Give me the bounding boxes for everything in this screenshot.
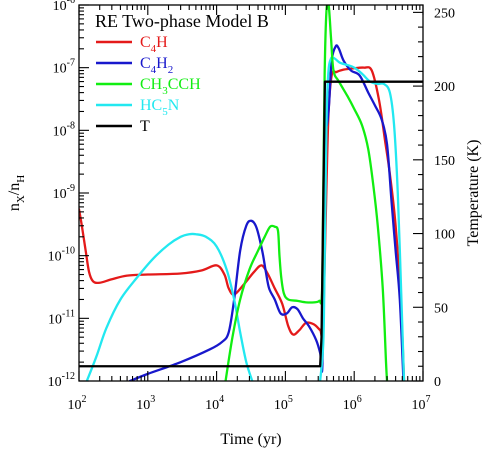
legend-label: C4H2 [140, 55, 173, 76]
series-line-hc5n-late [319, 56, 406, 381]
x-axis-title: Time (yr) [220, 431, 281, 448]
x-tick-label: 105 [274, 394, 293, 413]
chart-title: RE Two-phase Model B [95, 11, 269, 31]
y-tick-label: 10-9 [53, 183, 75, 202]
legend-label: T [140, 118, 150, 135]
x-tick-label: 102 [68, 394, 87, 413]
y2-tick-label: 0 [434, 375, 441, 390]
plot-frame [78, 4, 424, 382]
y-tick-label: 10-6 [53, 0, 75, 14]
y-axis-title: nX/nH [6, 175, 27, 211]
plot-lines [79, 5, 423, 381]
y-tick-label: 10-12 [48, 371, 75, 390]
series-line-hc5n [85, 232, 254, 381]
y2-tick-label: 150 [434, 154, 455, 169]
legend-label: C4H [140, 34, 168, 55]
x-tick-label: 106 [343, 394, 362, 413]
axes [78, 4, 424, 382]
x-tick-label: 103 [136, 394, 155, 413]
y-tick-label: 10-10 [48, 246, 75, 265]
x-tick-label: 107 [412, 394, 431, 413]
x-tick-label: 104 [205, 394, 224, 413]
series-line-c4h2 [128, 44, 405, 381]
y2-axis-title: Temperature (K) [465, 140, 482, 247]
axis-labels: 102 103 104 105 106 107 10-12 10-11 10-10 10-9 10-… [6, 0, 482, 448]
y2-tick-label: 200 [434, 80, 455, 95]
y-tick-label: 10-7 [53, 58, 75, 77]
y2-tick-label: 250 [434, 6, 455, 21]
legend-label: HC5N [140, 97, 180, 118]
y2-tick-label: 50 [434, 301, 448, 316]
y-tick-label: 10-8 [53, 120, 75, 139]
series-line-t [79, 80, 423, 368]
y2-tick-label: 100 [434, 228, 455, 243]
y-tick-label: 10-11 [48, 308, 75, 327]
legend-label: CH3CCH [140, 76, 201, 97]
series-line-c4h [79, 66, 406, 381]
